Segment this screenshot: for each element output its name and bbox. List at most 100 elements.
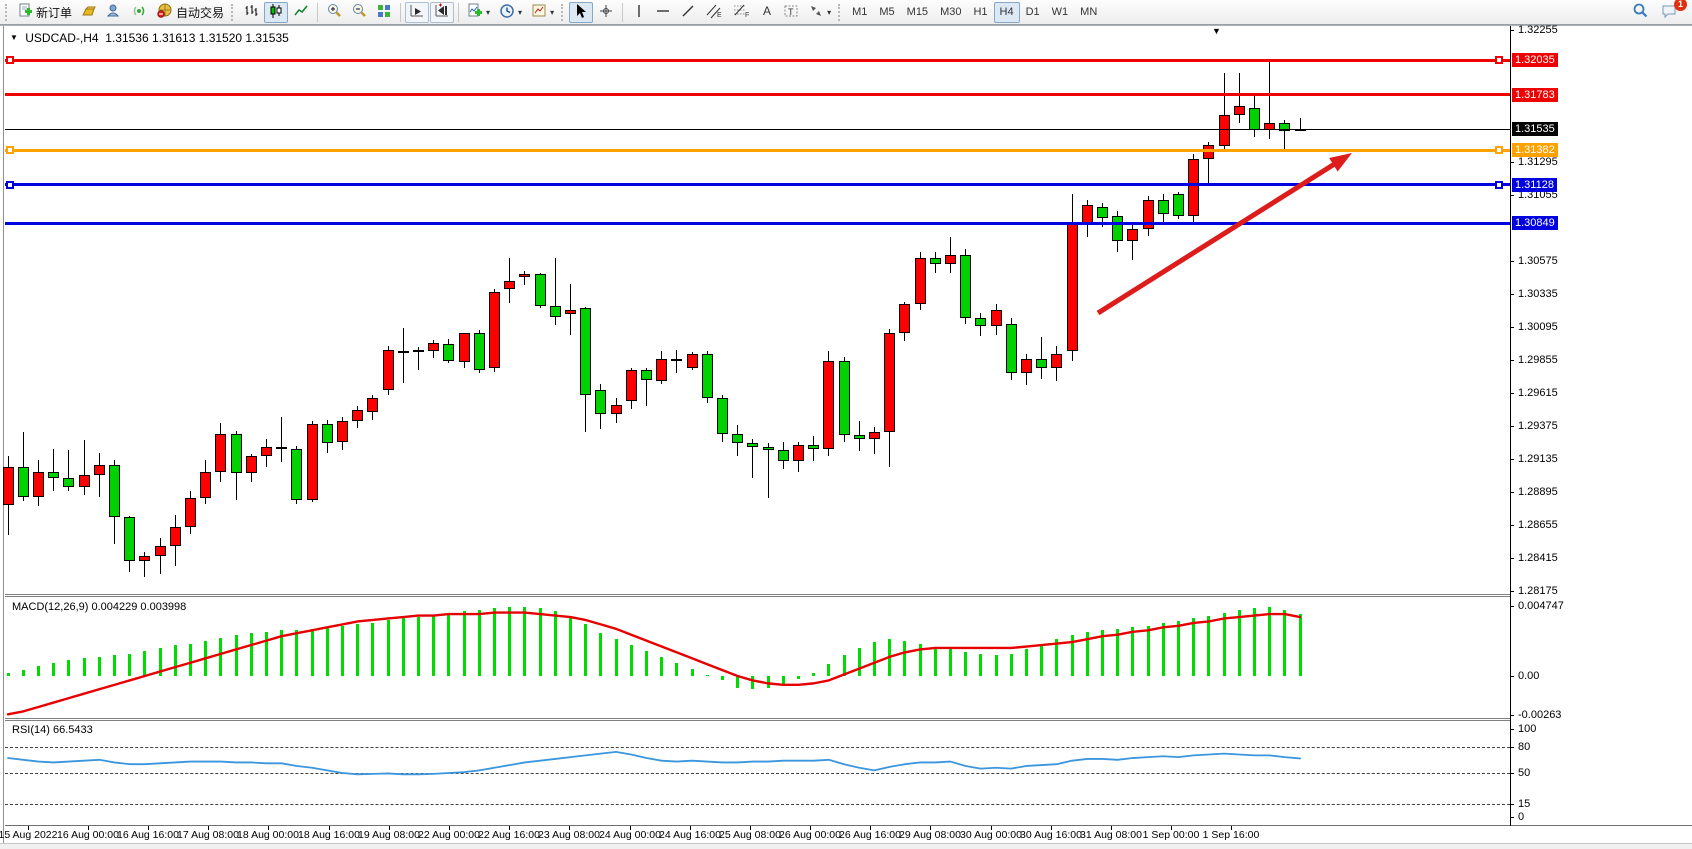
auto-trading-label: 自动交易 [176,5,225,20]
auto-trading-icon [156,3,173,22]
periods-button[interactable]: ▾ [495,2,526,23]
notifications-button[interactable]: 1 [1657,0,1687,23]
line-chart-icon [293,3,309,22]
time-axis-line [5,825,1692,826]
tf-button-m5[interactable]: M5 [879,6,895,18]
panel-separator[interactable] [5,718,1510,719]
time-axis-tick [449,826,450,830]
arrows-button[interactable]: ▾ [804,2,835,23]
chart-shift-button[interactable] [430,1,455,23]
zoom-out-button[interactable] [347,2,371,23]
search-button[interactable] [1628,2,1653,23]
auto-trading-button[interactable]: 自动交易 [152,2,228,23]
new-order-icon [17,3,33,22]
tf-button-h1[interactable]: H1 [973,6,988,18]
time-axis-label: 29 Aug 08:00 [899,829,961,841]
chart-shift-icon [434,3,450,22]
tf-button-m15[interactable]: M15 [906,6,929,18]
timeframe-group: M1 M5 M15 M30 H1 H4 D1 W1 MN [846,1,1103,23]
text-label-button[interactable]: T [779,2,803,23]
zoom-in-button[interactable] [322,2,346,23]
svg-text:E: E [717,12,722,19]
time-axis-tick [1171,826,1172,830]
price-axis-label: 1.31055 [1518,189,1558,201]
toolbar-grip[interactable] [5,3,9,21]
window-left-border [3,26,4,843]
auto-scroll-button[interactable] [405,1,430,23]
price-level-label: 1.31382 [1512,143,1558,158]
trendline-button[interactable] [676,2,700,23]
templates-button[interactable]: ▾ [527,2,558,23]
notification-badge: 1 [1674,0,1687,11]
shapes-arrows-icon [808,3,824,22]
toolbar-grip[interactable] [838,3,842,21]
price-axis-label: 1.28415 [1518,552,1558,564]
toolbar-separator [458,2,460,22]
panel-separator[interactable] [5,596,1510,597]
time-axis-tick [88,826,89,830]
rsi-axis-label: 50 [1518,767,1531,779]
symbol-dropdown-icon[interactable]: ▼ [10,33,18,42]
text-button[interactable]: A [755,2,778,23]
cursor-button[interactable] [569,1,594,23]
macd-label: MACD(12,26,9) 0.004229 0.003998 [12,601,187,613]
time-axis-tick [389,826,390,830]
toolbar-grip[interactable] [561,3,565,21]
tf-button-m1[interactable]: M1 [852,6,868,18]
time-axis-label: 23 Aug 08:00 [538,829,600,841]
tf-button-d1[interactable]: D1 [1025,6,1040,18]
tf-button-mn[interactable]: MN [1080,6,1098,18]
accounts-button[interactable] [102,2,126,23]
time-axis-label: 18 Aug 16:00 [298,829,360,841]
time-axis-tick [329,826,330,830]
new-order-label: 新订单 [36,5,73,20]
time-axis-label: 26 Aug 16:00 [839,829,901,841]
time-axis-tick [569,826,570,830]
macd-panel[interactable] [5,597,1510,718]
crosshair-icon [598,3,614,22]
chart-shift-marker[interactable]: ▼ [1212,26,1221,36]
price-axis-label: 1.29615 [1518,387,1558,399]
line-chart-button[interactable] [289,2,313,23]
candlestick-chart-button[interactable] [264,1,289,23]
indicators-button[interactable]: ▾ [463,2,494,23]
horizontal-line-icon [655,3,671,22]
market-watch-button[interactable] [77,2,101,23]
rsi-axis-label: 0 [1518,811,1525,823]
price-level-label: 1.30849 [1512,216,1558,231]
price-chart-panel[interactable] [5,26,1510,593]
time-axis-tick [630,826,631,830]
toolbar-grip[interactable] [231,3,235,21]
equidistant-channel-button[interactable]: E [701,2,727,23]
time-axis-tick [810,826,811,830]
window-top-border [0,25,1692,26]
time-axis-tick [750,826,751,830]
tile-windows-button[interactable] [372,2,396,23]
text-icon: A [760,3,774,22]
trendline-icon [680,3,696,22]
time-axis-label: 1 Sep 16:00 [1202,829,1260,841]
tf-button-h4[interactable]: H4 [993,1,1020,23]
new-order-button[interactable]: 新订单 [13,2,76,23]
tf-button-w1[interactable]: W1 [1051,6,1069,18]
fibonacci-button[interactable]: F [728,2,754,23]
time-axis-label: 15 Aug 2022 [0,829,58,841]
time-axis-tick [690,826,691,830]
time-axis-tick [28,826,29,830]
tf-button-m30[interactable]: M30 [940,6,962,18]
time-axis-label: 18 Aug 00:00 [237,829,299,841]
signals-button[interactable] [127,2,151,23]
panel-separator[interactable] [5,720,1510,721]
chevron-down-icon: ▾ [518,7,523,17]
template-icon [531,3,547,22]
price-axis-line [1510,26,1511,826]
macd-axis-label: 0.00 [1518,670,1540,682]
vertical-line-button[interactable] [627,2,650,23]
crosshair-button[interactable] [594,2,618,23]
price-level-label: 1.31783 [1512,87,1558,102]
horizontal-line-button[interactable] [651,2,675,23]
time-axis-tick [208,826,209,830]
bar-chart-button[interactable] [239,2,263,23]
panel-separator[interactable] [5,594,1510,595]
rsi-panel[interactable] [5,721,1510,825]
